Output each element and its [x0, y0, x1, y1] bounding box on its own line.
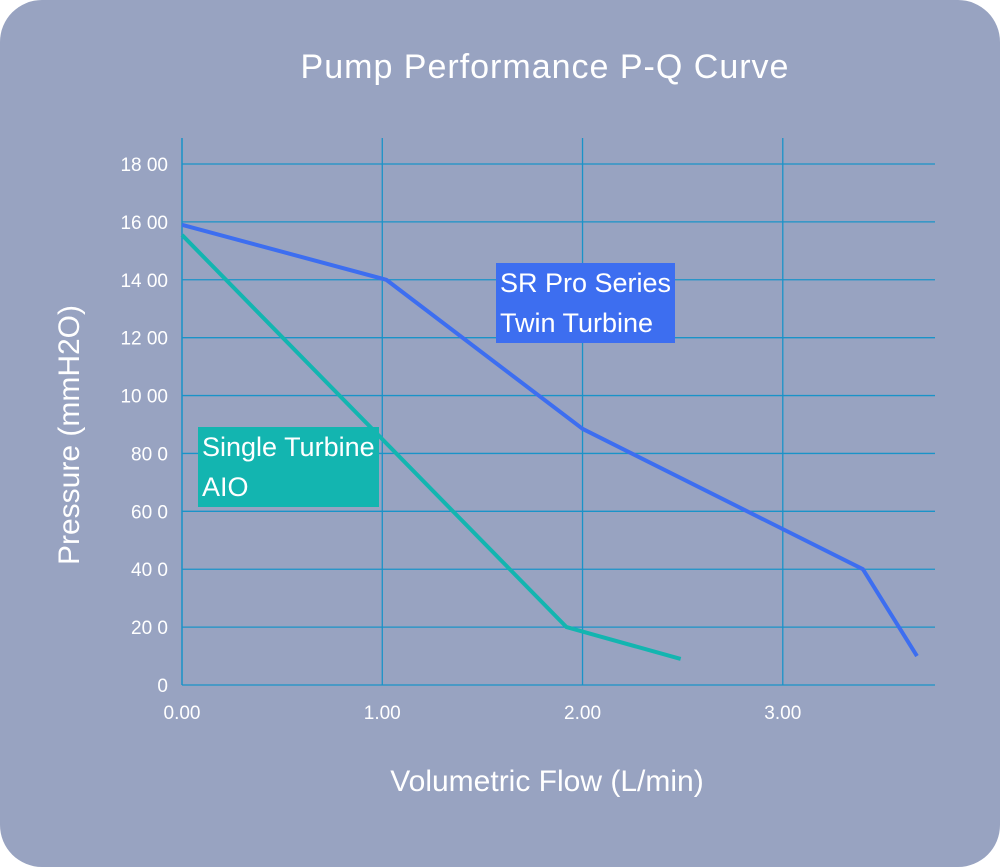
- chart-title: Pump Performance P-Q Curve: [300, 48, 790, 86]
- y-tick-label: 60 0: [131, 502, 168, 523]
- series-label-line: Single Turbine: [202, 432, 375, 462]
- y-tick-label: 18 00: [120, 155, 168, 176]
- x-tick-label: 0.00: [164, 703, 201, 724]
- series-line: [180, 233, 682, 661]
- x-axis-label: Volumetric Flow (L/min): [390, 765, 704, 798]
- y-tick-label: 12 00: [120, 329, 168, 350]
- series-label-line: AIO: [202, 472, 249, 502]
- x-tick-label: 1.00: [364, 703, 401, 724]
- series-line: [181, 222, 919, 658]
- y-tick-label: 40 0: [131, 560, 168, 581]
- series-label-sr-pro: SR Pro Series Twin Turbine: [496, 263, 676, 343]
- y-tick-label: 16 00: [120, 213, 168, 234]
- y-tick-label: 80 0: [131, 444, 168, 465]
- y-tick-label: 14 00: [120, 271, 168, 292]
- x-tick-label: 2.00: [564, 703, 601, 724]
- x-tick-label: 3.00: [764, 703, 801, 724]
- series-label-line: Twin Turbine: [500, 308, 654, 338]
- y-tick-label: 10 00: [120, 387, 168, 408]
- y-tick-label: 0: [157, 676, 168, 697]
- series-label-line: SR Pro Series: [500, 268, 672, 298]
- series-label-single-turbine: Single Turbine AIO: [198, 427, 379, 507]
- y-tick-label: 20 0: [131, 618, 168, 639]
